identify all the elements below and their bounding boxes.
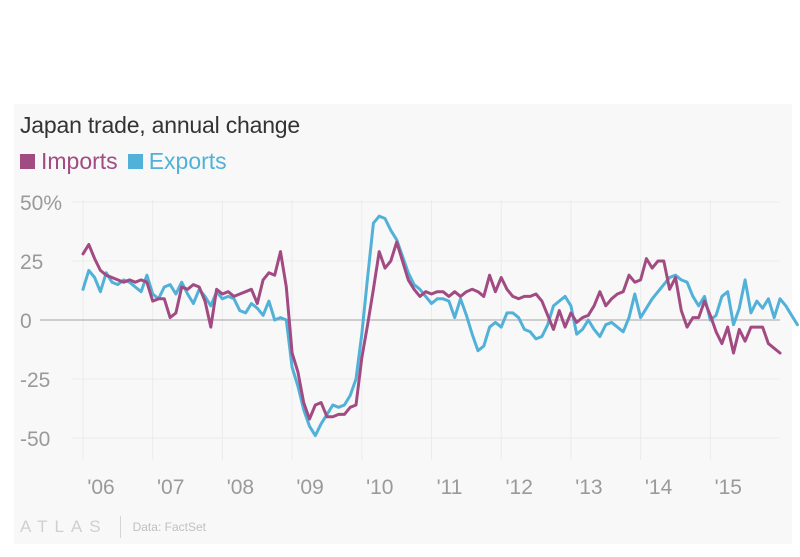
y-tick-label: -25 bbox=[20, 369, 50, 392]
chart-card bbox=[14, 104, 792, 544]
chart-title: Japan trade, annual change bbox=[20, 112, 300, 138]
x-tick-label: '15 bbox=[715, 476, 742, 499]
atlas-logo: ATLAS bbox=[20, 517, 108, 536]
series-line-imports bbox=[81, 240, 782, 421]
y-tick-label: 50% bbox=[20, 192, 62, 215]
x-tick-label: '14 bbox=[645, 476, 673, 499]
x-tick-label: '12 bbox=[506, 476, 533, 499]
imports-swatch-icon bbox=[20, 154, 35, 169]
series-line-exports bbox=[81, 214, 799, 438]
legend: Imports Exports bbox=[20, 148, 227, 175]
legend-label-exports: Exports bbox=[148, 148, 227, 174]
y-tick-label: -50 bbox=[20, 428, 50, 451]
series-lines bbox=[81, 214, 799, 438]
legend-item-imports: Imports bbox=[20, 148, 118, 175]
x-tick-label: '08 bbox=[227, 476, 254, 499]
y-tick-label: 0 bbox=[20, 310, 32, 333]
x-tick-label: '13 bbox=[575, 476, 602, 499]
footer: ATLAS Data: FactSet bbox=[20, 516, 206, 538]
footer-divider bbox=[119, 516, 121, 538]
x-tick-label: '10 bbox=[366, 476, 393, 499]
exports-swatch-icon bbox=[127, 154, 143, 169]
legend-item-exports: Exports bbox=[127, 148, 227, 175]
x-tick-label: '09 bbox=[296, 476, 323, 499]
y-axis: 50% 25 0 -25 -50 bbox=[20, 192, 62, 451]
legend-label-imports: Imports bbox=[41, 148, 118, 174]
x-tick-label: '11 bbox=[437, 476, 463, 499]
x-tick-label: '06 bbox=[87, 476, 114, 499]
data-source: Data: FactSet bbox=[132, 520, 206, 534]
y-tick-label: 25 bbox=[20, 251, 43, 274]
x-axis: '06 '07 '08 '09 '10 '11 '12 '13 '14 '15 bbox=[87, 476, 742, 499]
grid bbox=[72, 200, 780, 460]
x-tick-label: '07 bbox=[157, 476, 184, 499]
